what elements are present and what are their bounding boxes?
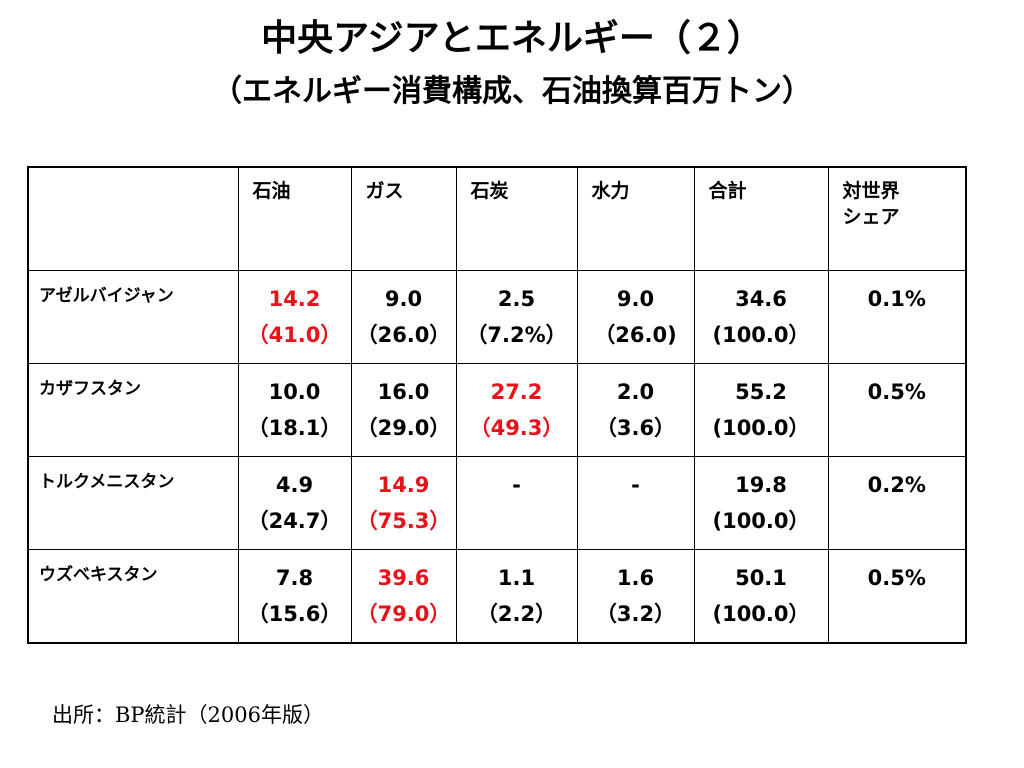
header-oil: 石油 [237,166,352,271]
cell-value: 39.6 [377,566,430,590]
header-total: 合計 [693,166,829,271]
cell-oil: 4.9 （24.7） [237,456,352,550]
cell-hydro: 1.6 （3.2） [576,549,695,644]
cell-hydro: 9.0 （26.0) [576,270,695,364]
cell-percent: (100.0） [712,416,810,440]
cell-gas: 14.9 （75.3） [350,456,457,550]
cell-value: 9.0 [616,287,655,311]
cell-percent: （26.0） [356,323,451,347]
table-row: ウズベキスタン 7.8 （15.6） 39.6 （79.0） 1.1 （2.2） 1.… [27,549,967,644]
cell-percent: （26.0) [594,323,677,347]
row-country-name: トルクメニスタン [27,456,239,550]
header-gas: ガス [350,166,457,271]
cell-oil: 10.0 （18.1） [237,363,352,457]
cell-world-share: 0.5% [827,549,967,644]
cell-total: 19.8 (100.0） [693,456,829,550]
cell-world-share: 0.2% [827,456,967,550]
energy-table: 石油 ガス 石炭 水力 合計 対世界 シェア アゼルバイジャン 14.2 （41.… [27,166,967,644]
cell-total: 34.6 (100.0） [693,270,829,364]
cell-gas: 9.0 （26.0） [350,270,457,364]
cell-percent: （15.6） [247,602,342,626]
cell-hydro: - [576,456,695,550]
header-world-share: 対世界 シェア [827,166,967,271]
cell-percent: （41.0） [247,323,342,347]
cell-world-share: 0.1% [827,270,967,364]
slide-subtitle: （エネルギー消費構成、石油換算百万トン） [212,74,812,109]
cell-value: 9.0 [384,287,423,311]
cell-percent: (100.0） [712,509,810,533]
cell-coal: - [455,456,578,550]
cell-value: 0.5% [867,566,926,590]
cell-value: 7.8 [275,566,314,590]
cell-value: 1.1 [497,566,536,590]
cell-value: 2.0 [616,380,655,404]
cell-value: 19.8 [735,473,787,497]
cell-percent: (100.0） [712,323,810,347]
cell-percent: （3.6） [595,416,676,440]
cell-total: 50.1 (100.0） [693,549,829,644]
cell-percent: （3.2） [595,602,676,626]
cell-gas: 39.6 （79.0） [350,549,457,644]
cell-value: 0.1% [867,287,926,311]
cell-value: 34.6 [735,287,787,311]
cell-coal: 2.5 （7.2%） [455,270,578,364]
slide-title: 中央アジアとエネルギー（２） [261,18,763,59]
table-row: トルクメニスタン 4.9 （24.7） 14.9 （75.3） - - 19.8 (1… [27,456,967,550]
cell-value: - [631,473,640,497]
cell-percent: （79.0） [356,602,451,626]
cell-total: 55.2 (100.0） [693,363,829,457]
header-corner-cell [27,166,239,271]
cell-percent: (100.0） [712,602,810,626]
cell-value: 27.2 [490,380,543,404]
cell-value: - [512,473,521,497]
header-coal: 石炭 [455,166,578,271]
cell-value: 2.5 [497,287,536,311]
cell-world-share: 0.5% [827,363,967,457]
cell-percent: （7.2%） [466,323,567,347]
cell-value: 16.0 [377,380,430,404]
cell-percent: （49.3） [469,416,564,440]
cell-percent: （24.7） [247,509,342,533]
cell-oil: 14.2 （41.0） [237,270,352,364]
cell-value: 0.5% [867,380,926,404]
cell-percent: （75.3） [356,509,451,533]
row-country-name: カザフスタン [27,363,239,457]
cell-coal: 27.2 （49.3） [455,363,578,457]
cell-percent: （2.2） [476,602,557,626]
cell-value: 14.2 [268,287,321,311]
row-country-name: ウズベキスタン [27,549,239,644]
row-country-name: アゼルバイジャン [27,270,239,364]
cell-value: 4.9 [275,473,314,497]
header-hydro: 水力 [576,166,695,271]
cell-value: 1.6 [616,566,655,590]
cell-coal: 1.1 （2.2） [455,549,578,644]
cell-percent: （18.1） [247,416,342,440]
table-header-row: 石油 ガス 石炭 水力 合計 対世界 シェア [27,166,967,271]
cell-oil: 7.8 （15.6） [237,549,352,644]
cell-value: 14.9 [377,473,430,497]
cell-value: 10.0 [268,380,321,404]
cell-gas: 16.0 （29.0） [350,363,457,457]
table-row: カザフスタン 10.0 （18.1） 16.0 （29.0） 27.2 （49.3） … [27,363,967,457]
cell-value: 55.2 [735,380,787,404]
cell-value: 0.2% [867,473,926,497]
cell-percent: （29.0） [356,416,451,440]
cell-value: 50.1 [735,566,787,590]
source-note: 出所：BP統計（2006年版） [52,703,325,727]
cell-hydro: 2.0 （3.6） [576,363,695,457]
table-row: アゼルバイジャン 14.2 （41.0） 9.0 （26.0） 2.5 （7.2%） … [27,270,967,364]
